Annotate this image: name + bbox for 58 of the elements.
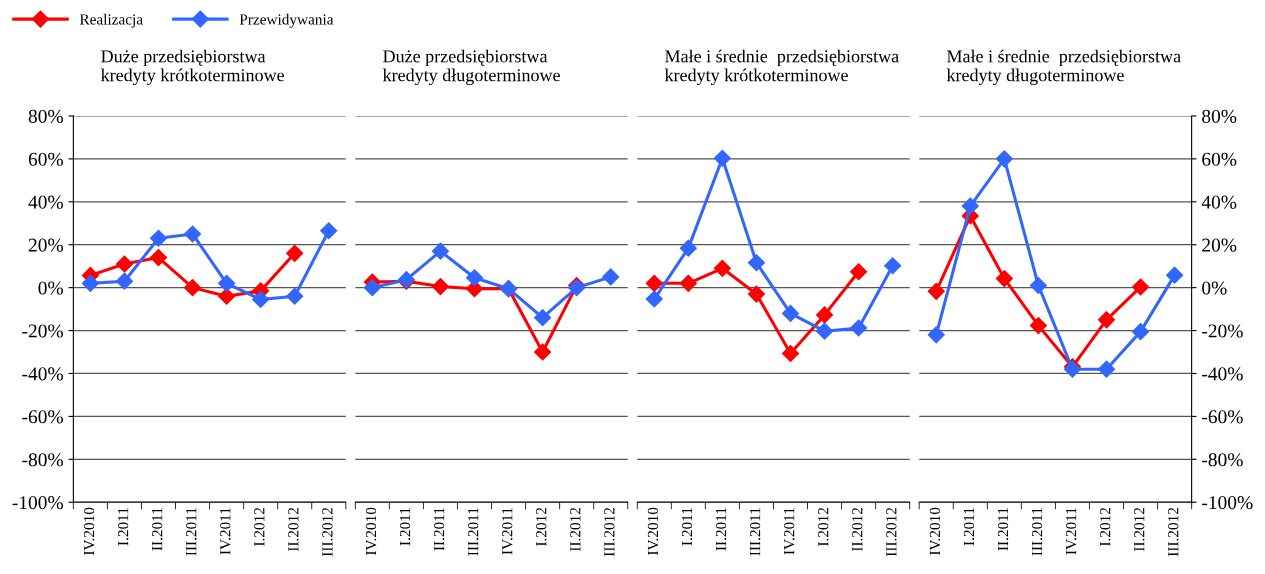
x-tick-label: IV.2011 [502, 508, 513, 555]
y-tick-label: 20% [1202, 238, 1237, 252]
y-tick-label: 40% [1201, 195, 1237, 209]
y-tick-label: 60% [1202, 152, 1237, 166]
x-tick-label: III.2012 [322, 507, 333, 557]
x-tick-label: I.2011 [117, 508, 129, 546]
x-tick-label: IV.2011 [220, 508, 231, 555]
x-tick-label: II.2011 [433, 508, 445, 551]
x-tick-label: II.2012 [852, 507, 863, 552]
x-tick-label: I.2011 [681, 508, 693, 546]
y-tick-label: -20% [1202, 324, 1243, 338]
y-tick-label: -60% [22, 410, 63, 424]
y-tick-label: -80% [22, 453, 63, 467]
x-tick-label: II.2012 [288, 507, 299, 552]
legend-label: Przewidywania [239, 13, 334, 28]
x-tick-label: IV.2010 [929, 507, 941, 556]
y-tick-label: 80% [1202, 109, 1237, 123]
x-tick-label: II.2011 [152, 508, 163, 551]
x-tick-label: II.2012 [570, 507, 581, 552]
x-tick-label: II.2011 [997, 508, 1009, 551]
x-tick-label: III.2011 [186, 508, 197, 556]
y-tick-label: -80% [1202, 453, 1243, 467]
x-tick-label: III.2011 [1031, 508, 1043, 556]
y-tick-label: 20% [28, 238, 63, 252]
y-tick-label: 0% [38, 281, 63, 295]
y-tick-label: 80% [28, 109, 63, 123]
x-tick-label: I.2011 [963, 508, 975, 546]
y-tick-label: -100% [12, 496, 63, 510]
chart-title: Duże przedsiębiorstwa kredyty krótkoterminowe [100, 49, 285, 86]
y-tick-label: 40% [28, 195, 63, 209]
x-tick-label: II.2012 [1134, 507, 1145, 552]
x-tick-label: I.2012 [536, 507, 547, 547]
x-tick-label: III.2012 [604, 507, 615, 557]
x-tick-label: III.2012 [1168, 507, 1179, 557]
x-tick-label: I.2012 [818, 507, 829, 547]
y-tick-label: 60% [28, 152, 63, 166]
x-tick-label: IV.2011 [784, 508, 795, 555]
x-tick-label: II.2011 [715, 508, 727, 551]
x-tick-label: III.2012 [886, 507, 897, 557]
y-tick-label: -60% [1202, 410, 1243, 424]
x-tick-label: I.2011 [399, 508, 411, 546]
y-tick-label: -100% [1202, 496, 1253, 510]
chart-title: Duże przedsiębiorstwa kredyty długoterminowe [382, 49, 560, 86]
x-tick-label: IV.2010 [647, 507, 659, 556]
y-tick-label: -40% [22, 367, 63, 381]
y-tick-label: -40% [1202, 367, 1243, 381]
x-tick-label: III.2011 [749, 508, 761, 556]
y-tick-label: 0% [1202, 281, 1227, 295]
legend-label: Realizacja [79, 13, 143, 28]
chart-title: Małe i średnie przedsiębiorstwa kredyty długoterminowe [946, 49, 1181, 86]
x-tick-label: IV.2010 [83, 507, 95, 556]
x-tick-label: IV.2011 [1065, 508, 1077, 555]
x-tick-label: I.2012 [254, 507, 265, 547]
x-tick-label: IV.2010 [365, 507, 377, 556]
y-tick-label: -20% [22, 324, 63, 338]
chart-title: Małe i średnie przedsiębiorstwa kredyty krótkoterminowe [664, 49, 899, 86]
x-tick-label: III.2011 [468, 508, 479, 556]
x-tick-label: I.2012 [1100, 507, 1111, 547]
